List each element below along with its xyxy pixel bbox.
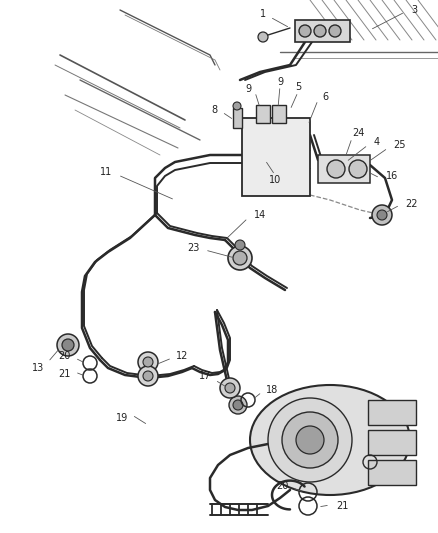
Text: 8: 8 xyxy=(211,105,217,115)
Bar xyxy=(368,430,416,455)
Bar xyxy=(242,118,310,196)
Circle shape xyxy=(329,25,341,37)
Circle shape xyxy=(314,25,326,37)
Text: 9: 9 xyxy=(245,84,251,94)
Text: 16: 16 xyxy=(386,171,398,181)
Text: 21: 21 xyxy=(336,501,348,511)
Text: 22: 22 xyxy=(406,199,418,209)
Circle shape xyxy=(282,412,338,468)
Text: 5: 5 xyxy=(295,82,301,92)
Circle shape xyxy=(228,246,252,270)
Circle shape xyxy=(296,426,324,454)
Circle shape xyxy=(225,383,235,393)
Circle shape xyxy=(377,210,387,220)
Circle shape xyxy=(57,334,79,356)
Text: 1: 1 xyxy=(260,9,266,19)
Circle shape xyxy=(258,32,268,42)
Circle shape xyxy=(327,160,345,178)
Circle shape xyxy=(138,366,158,386)
Bar xyxy=(272,105,286,123)
Bar xyxy=(233,108,242,128)
Text: 14: 14 xyxy=(254,210,266,220)
Text: 4: 4 xyxy=(374,137,380,147)
Text: 9: 9 xyxy=(277,77,283,87)
Circle shape xyxy=(138,352,158,372)
Circle shape xyxy=(143,371,153,381)
Text: 11: 11 xyxy=(100,167,112,177)
Circle shape xyxy=(233,251,247,265)
Text: 10: 10 xyxy=(269,175,281,185)
Circle shape xyxy=(220,378,240,398)
Circle shape xyxy=(235,240,245,250)
Text: 6: 6 xyxy=(322,92,328,102)
Circle shape xyxy=(233,400,243,410)
Circle shape xyxy=(372,205,392,225)
Bar xyxy=(256,105,270,123)
Circle shape xyxy=(143,357,153,367)
Text: 25: 25 xyxy=(394,140,406,150)
Text: 17: 17 xyxy=(199,371,211,381)
Text: 20: 20 xyxy=(58,351,70,361)
Circle shape xyxy=(299,25,311,37)
Text: 3: 3 xyxy=(411,5,417,15)
Text: 19: 19 xyxy=(116,413,128,423)
Bar xyxy=(368,400,416,425)
Bar xyxy=(368,460,416,485)
Circle shape xyxy=(233,102,241,110)
Text: 21: 21 xyxy=(58,369,70,379)
Text: 12: 12 xyxy=(176,351,188,361)
Text: 20: 20 xyxy=(276,481,288,491)
Circle shape xyxy=(62,339,74,351)
Circle shape xyxy=(229,396,247,414)
Text: 13: 13 xyxy=(32,363,44,373)
Text: 23: 23 xyxy=(187,243,199,253)
Text: 24: 24 xyxy=(352,128,364,138)
Text: 18: 18 xyxy=(266,385,278,395)
Circle shape xyxy=(349,160,367,178)
Bar xyxy=(295,20,350,42)
Circle shape xyxy=(268,398,352,482)
Bar xyxy=(318,155,370,183)
Ellipse shape xyxy=(250,385,410,495)
